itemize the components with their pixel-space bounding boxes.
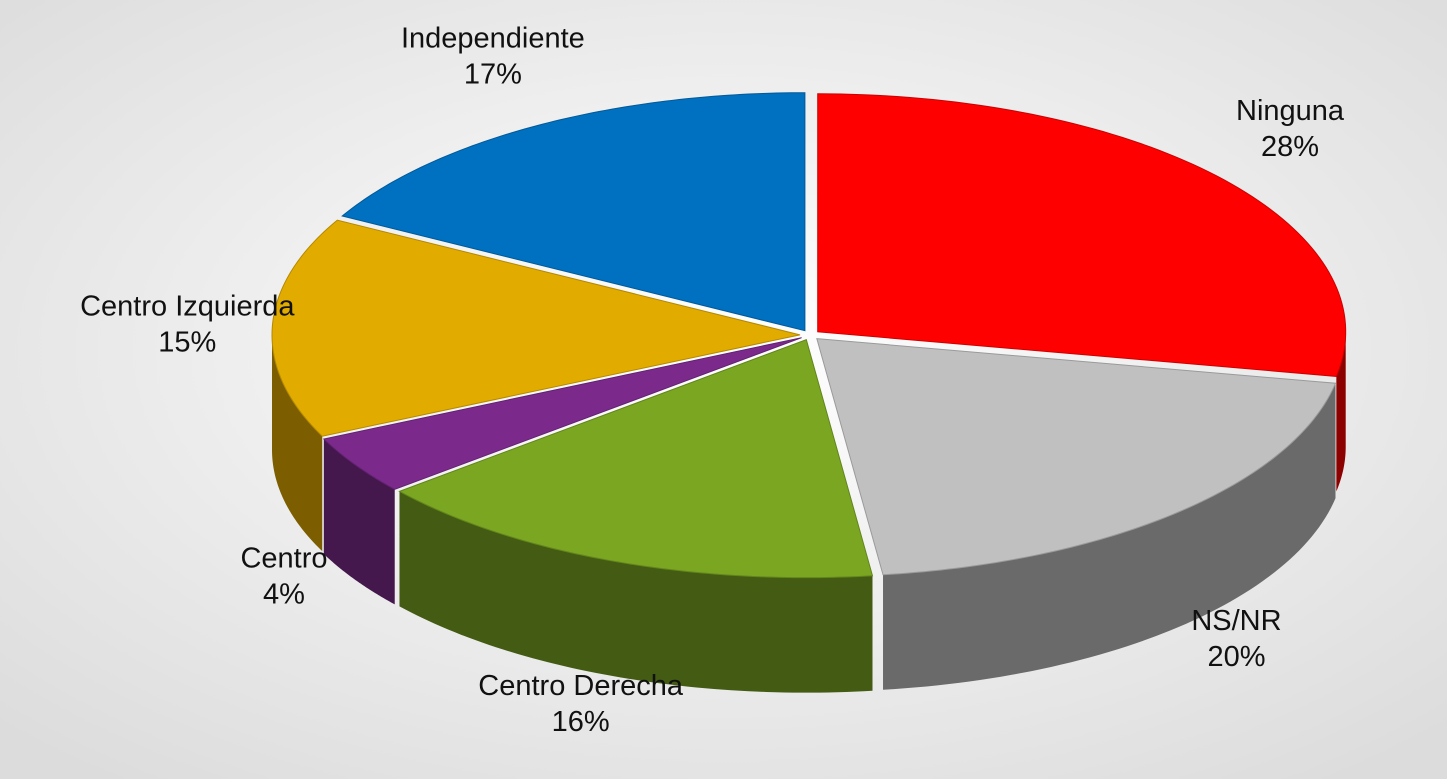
slice-value-label: 28% — [1261, 131, 1319, 163]
slice-value-label: 20% — [1207, 641, 1265, 673]
slice — [398, 338, 874, 579]
slice-value-label: 4% — [263, 579, 305, 611]
slice-tops — [271, 92, 1347, 579]
slice — [816, 338, 1337, 576]
slice-side — [323, 439, 395, 605]
slice — [341, 92, 806, 332]
slice-value-label: 15% — [158, 327, 216, 359]
slice-label: NS/NR — [1191, 605, 1281, 637]
slice-value-label: 16% — [552, 706, 610, 738]
slice-value-label: 17% — [464, 59, 522, 91]
slice-label: Centro Izquierda — [80, 291, 295, 323]
slice-label: Ninguna — [1236, 95, 1345, 127]
slice — [271, 219, 801, 437]
labels: Ninguna 28% NS/NR 20% Centro Derecha 16% Centr… — [80, 23, 1345, 738]
slice-side — [272, 334, 323, 552]
slice-sides — [272, 331, 1346, 693]
slice — [817, 93, 1347, 377]
slice-label: Centro — [240, 543, 327, 575]
slice-side — [399, 491, 873, 693]
slice-side — [883, 383, 1336, 690]
slice — [322, 337, 802, 490]
slice-label: Centro Derecha — [478, 670, 684, 702]
slice-label: Independiente — [401, 23, 585, 55]
